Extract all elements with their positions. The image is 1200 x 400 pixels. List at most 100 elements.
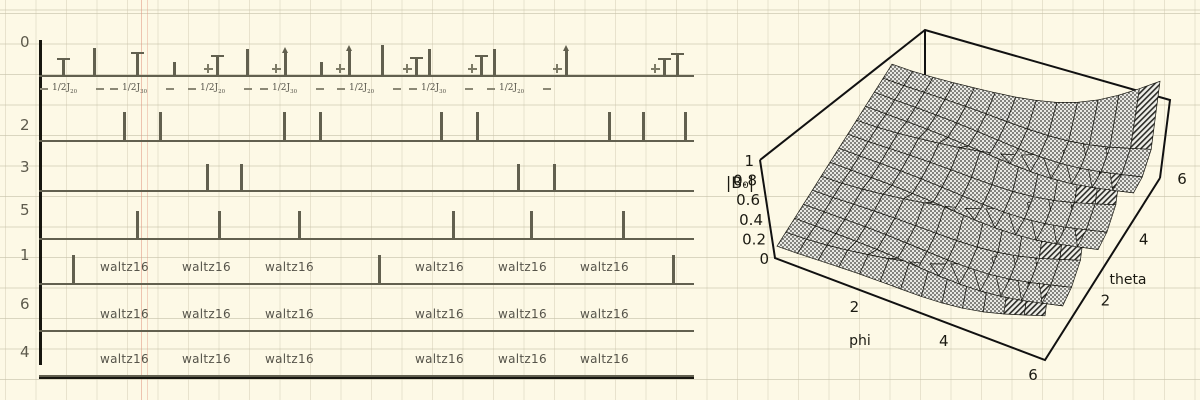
waltz16-label-channel-4: waltz16 xyxy=(100,352,149,366)
channel-baseline-1 xyxy=(39,283,694,285)
pulse-channel-5 xyxy=(298,211,301,238)
z-tick-0.8: 0.8 xyxy=(733,172,757,190)
delay-dash xyxy=(166,88,174,90)
channel-label-0: 0 xyxy=(19,33,30,51)
pulse-sequence-vertical-axis xyxy=(39,40,42,365)
pulse-arrowhead-icon xyxy=(346,45,352,51)
delay-dash xyxy=(543,88,551,90)
channel-baseline-6 xyxy=(39,330,694,332)
theta-tick-4: 4 xyxy=(1139,231,1149,249)
channel-baseline-2 xyxy=(39,140,694,142)
waltz16-label-channel-6: waltz16 xyxy=(580,307,629,321)
channel-baseline-4 xyxy=(39,375,694,377)
pulse-channel-0 xyxy=(173,62,176,75)
pulse-channel-0 xyxy=(246,49,249,75)
waltz16-label-channel-1: waltz16 xyxy=(580,260,629,274)
pulse-channel-3 xyxy=(240,164,243,190)
pulse-channel-3 xyxy=(206,164,209,190)
surface-mesh xyxy=(776,63,1161,317)
delay-dash xyxy=(244,88,252,90)
phase-plus-icon xyxy=(468,68,477,70)
pulse-channel-2 xyxy=(476,112,479,140)
channel-label-2: 2 xyxy=(19,116,30,134)
pulse-arrowhead-icon xyxy=(563,45,569,51)
theta-tick-6: 6 xyxy=(1177,170,1187,188)
phi-tick-2: 2 xyxy=(850,298,860,316)
surface-plot-svg: 0 0.20.4 0.60.8 1 |B₀| 2 4 6 phi 2 4 6 theta xyxy=(726,28,1187,384)
waltz16-label-channel-6: waltz16 xyxy=(100,307,149,321)
pulse-channel-0 xyxy=(320,62,323,75)
pulse-channel-0 xyxy=(136,52,139,75)
pulse-channel-5 xyxy=(136,211,139,238)
channel-label-5: 5 xyxy=(19,201,30,219)
pulse-channel-2 xyxy=(608,112,611,140)
delay-label-4: 1/2J20 xyxy=(349,83,375,95)
pulse-channel-5 xyxy=(530,211,533,238)
delay-dash xyxy=(487,88,495,90)
z-tick-0.6: 0.6 xyxy=(736,191,760,209)
phase-plus-icon xyxy=(553,68,562,70)
delay-dash xyxy=(260,88,268,90)
pulse-channel-2 xyxy=(684,112,687,140)
pulse-channel-2 xyxy=(159,112,162,140)
phase-plus-icon xyxy=(403,68,412,70)
delay-label-6: 1/2J20 xyxy=(499,83,525,95)
plot-axis-labels: 0 0.20.4 0.60.8 1 |B₀| 2 4 6 phi 2 4 6 theta xyxy=(726,152,1187,384)
delay-dash xyxy=(40,88,48,90)
delay-label-5: 1/2J30 xyxy=(421,83,447,95)
pulse-channel-1 xyxy=(672,255,675,283)
phase-plus-icon xyxy=(651,68,660,70)
delay-label-0: 1/2J20 xyxy=(52,83,78,95)
waltz16-label-channel-1: waltz16 xyxy=(182,260,231,274)
theta-tick-2: 2 xyxy=(1101,291,1111,309)
pulse-channel-3 xyxy=(517,164,520,190)
z-tick-0.4: 0.4 xyxy=(739,211,763,229)
pulse-channel-2 xyxy=(440,112,443,140)
waltz16-label-channel-1: waltz16 xyxy=(415,260,464,274)
pulse-cap-bar-icon xyxy=(131,52,144,54)
phi-tick-6: 6 xyxy=(1028,366,1038,384)
pulse-channel-0 xyxy=(480,55,483,75)
waltz16-label-channel-4: waltz16 xyxy=(580,352,629,366)
pulse-channel-0 xyxy=(676,53,679,75)
pulse-channel-0 xyxy=(216,55,219,75)
delay-dash xyxy=(465,88,473,90)
pulse-channel-1 xyxy=(72,255,75,283)
delay-dash xyxy=(409,88,417,90)
waltz16-label-channel-6: waltz16 xyxy=(498,307,547,321)
pulse-channel-0 xyxy=(62,58,65,75)
pulse-channel-0 xyxy=(415,57,418,75)
phi-tick-4: 4 xyxy=(939,332,949,350)
delay-dash xyxy=(188,88,196,90)
delay-label-1: 1/2J30 xyxy=(122,83,148,95)
pulse-channel-0 xyxy=(663,58,666,75)
pulse-channel-0 xyxy=(493,49,496,75)
theta-axis-label: theta xyxy=(1109,272,1146,288)
pulse-channel-2 xyxy=(642,112,645,140)
pulse-channel-0 xyxy=(565,50,568,75)
pulse-channel-3 xyxy=(553,164,556,190)
waltz16-label-channel-1: waltz16 xyxy=(498,260,547,274)
pulse-channel-5 xyxy=(622,211,625,238)
pulse-channel-0 xyxy=(381,45,384,75)
phase-plus-icon xyxy=(204,68,213,70)
pulse-channel-1 xyxy=(378,255,381,283)
pulse-channel-0 xyxy=(93,48,96,75)
channel-label-6: 6 xyxy=(19,295,30,313)
phase-plus-icon xyxy=(272,68,281,70)
delay-label-3: 1/2J30 xyxy=(272,83,298,95)
channel-baseline-0 xyxy=(39,75,694,77)
pulse-channel-0 xyxy=(428,49,431,75)
z-axis-label: |B₀| xyxy=(726,173,754,192)
pulse-channel-5 xyxy=(218,211,221,238)
phi-axis-label: phi xyxy=(849,333,871,349)
waltz16-label-channel-6: waltz16 xyxy=(265,307,314,321)
pulse-sequence-bottom-axis xyxy=(39,375,694,379)
channel-label-4: 4 xyxy=(19,343,30,361)
pulse-channel-2 xyxy=(319,112,322,140)
channel-baseline-5 xyxy=(39,238,694,240)
z-tick-0: 0 xyxy=(759,250,769,268)
delay-dash xyxy=(316,88,324,90)
waltz16-label-channel-4: waltz16 xyxy=(265,352,314,366)
